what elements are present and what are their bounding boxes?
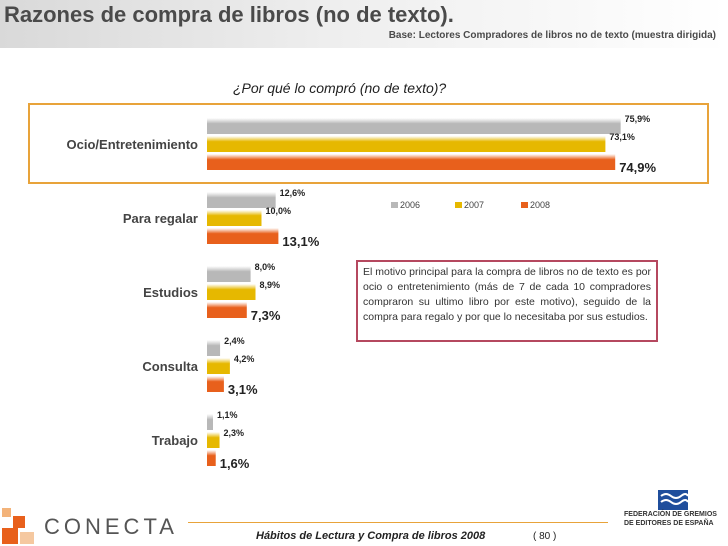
chart-title: ¿Por qué lo compró (no de texto)?: [233, 80, 447, 96]
data-label: 1,1%: [217, 410, 238, 420]
legend-swatch: [391, 202, 398, 208]
data-label: 4,2%: [234, 354, 255, 364]
category-label: Consulta: [142, 359, 198, 374]
bar-2008: [207, 154, 616, 170]
legend-item: 2006: [391, 200, 420, 210]
bar-2008: [207, 450, 216, 466]
brand-logo: CONECTA: [44, 514, 178, 539]
legend-swatch: [455, 202, 462, 208]
legend-label: 2006: [400, 200, 421, 210]
bar-2007: [207, 136, 606, 152]
legend-item: 2007: [455, 200, 484, 210]
data-label: 75,9%: [625, 114, 651, 124]
data-label: 74,9%: [619, 160, 656, 175]
data-label: 1,6%: [220, 456, 250, 471]
bar-2006: [207, 340, 221, 356]
bar-2008: [207, 376, 224, 392]
title-bar: Razones de compra de libros (no de texto…: [0, 0, 728, 48]
bar-2006: [207, 118, 621, 134]
category-label: Trabajo: [152, 433, 198, 448]
bar-2008: [207, 228, 279, 244]
bar-2008: [207, 302, 247, 318]
publication-title: Hábitos de Lectura y Compra de libros 20…: [256, 530, 486, 542]
federation-logo-icon: [658, 490, 688, 510]
data-label: 2,3%: [224, 428, 245, 438]
legend-swatch: [521, 202, 528, 208]
conecta-logo-icon: [2, 508, 34, 544]
data-label: 2,4%: [224, 336, 245, 346]
data-label: 12,6%: [280, 188, 306, 198]
bar-2007: [207, 432, 220, 448]
footer-divider: [188, 522, 608, 523]
page-number: ( 80 ): [533, 531, 557, 542]
data-label: 13,1%: [282, 234, 319, 249]
data-label: 10,0%: [266, 206, 292, 216]
data-label: 8,0%: [255, 262, 276, 272]
bar-2007: [207, 210, 262, 226]
bar-2007: [207, 358, 230, 374]
page-title: Razones de compra de libros (no de texto…: [4, 2, 454, 27]
bar-2006: [207, 414, 213, 430]
legend-label: 2008: [530, 200, 551, 210]
category-label: Ocio/Entretenimiento: [67, 137, 199, 152]
sample-base-note: Base: Lectores Compradores de libros no …: [388, 30, 716, 41]
bar-2007: [207, 284, 256, 300]
category-label: Estudios: [143, 285, 198, 300]
category-label: Para regalar: [123, 211, 198, 226]
legend-label: 2007: [464, 200, 485, 210]
legend-item: 2008: [521, 200, 550, 210]
highlight-box: [28, 103, 709, 184]
data-label: 3,1%: [228, 382, 258, 397]
summary-note: El motivo principal para la compra de li…: [356, 260, 658, 342]
federation-name: FEDERACIÓN DE GREMIOS DE EDITORES DE ESP…: [624, 511, 717, 527]
bar-2006: [207, 266, 251, 282]
data-label: 7,3%: [251, 308, 281, 323]
bar-2006: [207, 192, 276, 208]
data-label: 8,9%: [260, 280, 281, 290]
data-label: 73,1%: [609, 132, 635, 142]
